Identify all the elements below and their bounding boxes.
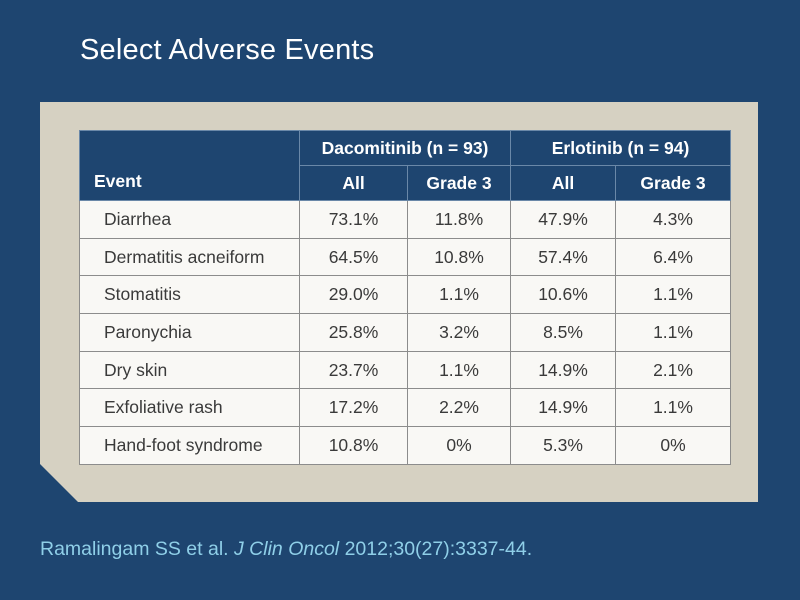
table-row: Dermatitis acneiform 64.5% 10.8% 57.4% 6… [79,237,732,277]
dacomitinib-all-cell: 64.5% [299,237,408,277]
event-name-cell: Diarrhea [79,200,300,239]
erlotinib-all-cell: 47.9% [510,200,617,239]
table-row: Paronychia 25.8% 3.2% 8.5% 1.1% [79,313,732,352]
dacomitinib-grade3-cell: 2.2% [406,388,512,428]
citation-details: 2012;30(27):3337-44. [344,538,533,560]
erlotinib-all-cell: 10.6% [510,275,617,315]
erlotinib-grade3-header: Grade 3 [615,165,732,201]
dacomitinib-all-cell: 29.0% [299,275,408,315]
erlotinib-group-header: Erlotinib (n = 94) [510,130,732,166]
table-row: Exfoliative rash 17.2% 2.2% 14.9% 1.1% [79,388,732,428]
erlotinib-all-cell: 57.4% [510,237,617,277]
table-row: Hand-foot syndrome 10.8% 0% 5.3% 0% [79,426,732,465]
dacomitinib-grade3-cell: 11.8% [406,200,512,239]
erlotinib-grade3-cell: 2.1% [615,350,732,390]
citation-journal: J Clin Oncol [234,538,340,560]
citation-authors: Ramalingam SS et al. [40,538,229,560]
erlotinib-grade3-cell: 1.1% [615,388,732,428]
dacomitinib-all-header: All [299,165,408,201]
dacomitinib-grade3-cell: 1.1% [406,275,512,315]
erlotinib-all-cell: 14.9% [510,350,617,390]
erlotinib-grade3-cell: 6.4% [615,237,732,277]
erlotinib-all-header: All [510,165,617,201]
erlotinib-grade3-cell: 1.1% [615,313,732,352]
dacomitinib-all-cell: 10.8% [299,426,408,465]
event-name-cell: Paronychia [79,313,300,352]
erlotinib-grade3-cell: 4.3% [615,200,732,239]
citation: Ramalingam SS et al. J Clin Oncol 2012;3… [40,538,532,561]
slide-title: Select Adverse Events [80,34,375,66]
dacomitinib-grade3-cell: 0% [406,426,512,465]
erlotinib-grade3-cell: 1.1% [615,275,732,315]
erlotinib-all-cell: 8.5% [510,313,617,352]
erlotinib-all-cell: 5.3% [510,426,617,465]
erlotinib-grade3-cell: 0% [615,426,732,465]
dacomitinib-grade3-cell: 10.8% [406,237,512,277]
dacomitinib-all-cell: 17.2% [299,388,408,428]
dacomitinib-all-cell: 23.7% [299,350,408,390]
table-row: Diarrhea 73.1% 11.8% 47.9% 4.3% [79,200,732,239]
adverse-events-table: Event Dacomitinib (n = 93) Erlotinib (n … [79,130,732,465]
event-name-cell: Hand-foot syndrome [79,426,300,465]
event-name-cell: Dry skin [79,350,300,390]
event-name-cell: Stomatitis [79,275,300,315]
dacomitinib-grade3-cell: 3.2% [406,313,512,352]
erlotinib-all-cell: 14.9% [510,388,617,428]
table-row: Stomatitis 29.0% 1.1% 10.6% 1.1% [79,275,732,315]
event-name-cell: Dermatitis acneiform [79,237,300,277]
dacomitinib-grade3-header: Grade 3 [406,165,512,201]
event-column-header: Event [79,130,300,201]
dacomitinib-all-cell: 25.8% [299,313,408,352]
event-name-cell: Exfoliative rash [79,388,300,428]
table-row: Dry skin 23.7% 1.1% 14.9% 2.1% [79,350,732,390]
dacomitinib-grade3-cell: 1.1% [406,350,512,390]
dacomitinib-group-header: Dacomitinib (n = 93) [298,130,512,166]
dacomitinib-all-cell: 73.1% [299,200,408,239]
